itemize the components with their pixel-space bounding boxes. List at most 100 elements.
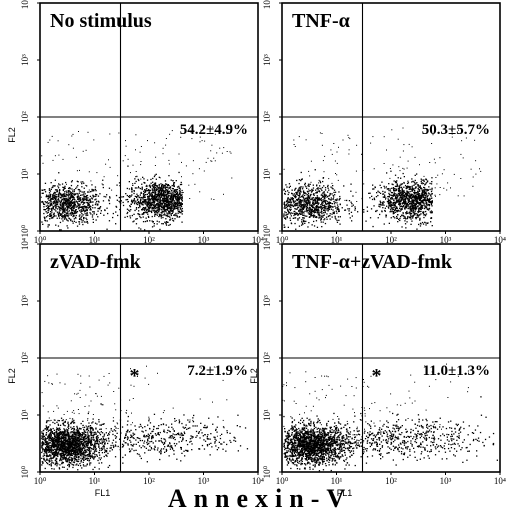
event-dot [387, 196, 389, 198]
event-dot [425, 207, 428, 209]
event-dot [139, 194, 141, 196]
event-dot [77, 195, 80, 197]
event-dot [67, 220, 69, 222]
event-dot [361, 153, 362, 155]
event-dot [41, 438, 43, 440]
event-dot [399, 202, 401, 204]
event-dot [100, 438, 102, 440]
event-dot [480, 170, 482, 172]
event-dot [162, 200, 164, 202]
event-dot [322, 180, 324, 183]
event-dot [177, 197, 179, 199]
event-dot [308, 185, 310, 187]
event-dot [171, 187, 174, 190]
event-dot [73, 193, 75, 195]
event-dot [48, 194, 50, 196]
event-dot [393, 192, 395, 194]
event-dot [151, 207, 153, 209]
event-dot [417, 213, 419, 215]
event-dot [172, 220, 175, 222]
event-dot [107, 212, 109, 215]
event-dot [421, 195, 423, 197]
event-dot [76, 186, 78, 188]
event-dot [65, 198, 67, 200]
event-dot [350, 201, 352, 203]
event-dot [140, 202, 142, 204]
event-dot [147, 210, 149, 213]
event-dot [329, 192, 331, 195]
event-dot [168, 163, 170, 165]
event-dot [54, 463, 56, 466]
event-dot [75, 206, 77, 208]
event-dot [99, 439, 101, 441]
event-dot [304, 210, 306, 212]
event-dot [350, 190, 352, 192]
event-dot [166, 183, 168, 185]
event-dot [420, 178, 422, 180]
event-dot [403, 181, 405, 184]
y-tick-label: 10⁴ [20, 0, 30, 9]
event-dot [365, 220, 367, 222]
event-dot [52, 421, 54, 424]
event-dot [139, 196, 141, 199]
event-dot [323, 191, 325, 194]
event-dot [169, 190, 171, 192]
event-dot [133, 220, 135, 222]
event-dot [159, 228, 161, 231]
event-dot [376, 192, 378, 194]
event-dot [321, 186, 324, 189]
event-dot [290, 215, 292, 217]
event-dot [181, 192, 183, 194]
event-dot [307, 199, 309, 201]
event-dot [125, 145, 127, 147]
event-dot [67, 214, 69, 217]
event-dot [85, 197, 87, 199]
event-dot [419, 218, 421, 220]
event-dot [407, 195, 409, 197]
event-dot [294, 146, 296, 147]
event-dot [423, 180, 425, 182]
event-dot [72, 133, 74, 135]
event-dot [95, 198, 97, 200]
event-dot [53, 185, 56, 187]
event-dot [82, 193, 85, 195]
event-dot [178, 206, 180, 208]
event-dot [88, 191, 90, 193]
event-dot [149, 189, 151, 192]
event-dot [165, 202, 167, 204]
event-dot [152, 221, 154, 223]
event-dot [51, 197, 54, 200]
event-dot [86, 198, 88, 200]
event-dot [413, 212, 415, 214]
event-dot [430, 212, 432, 214]
event-dot [411, 181, 413, 183]
event-dot [199, 141, 201, 143]
event-dot [55, 454, 57, 456]
event-dot [159, 205, 161, 207]
event-dot [305, 202, 308, 204]
event-dot [158, 208, 160, 210]
event-dot [223, 193, 224, 195]
event-dot [174, 194, 176, 196]
event-dot [398, 198, 400, 200]
event-dot [148, 216, 150, 218]
event-dot [178, 187, 180, 189]
event-dot [48, 436, 50, 438]
event-dot [68, 203, 70, 206]
event-dot [72, 198, 74, 201]
event-dot [302, 217, 304, 219]
event-dot [413, 187, 415, 190]
event-dot [46, 451, 48, 453]
event-dot [151, 215, 153, 218]
event-dot [392, 164, 394, 166]
event-dot [161, 212, 163, 214]
event-dot [134, 187, 137, 189]
event-dot [314, 169, 316, 171]
event-dot [305, 208, 308, 210]
event-dot [439, 187, 441, 188]
event-dot [332, 198, 334, 200]
event-dot [63, 201, 65, 203]
event-dot [310, 213, 312, 215]
event-dot [152, 201, 154, 203]
event-dot [76, 445, 78, 447]
